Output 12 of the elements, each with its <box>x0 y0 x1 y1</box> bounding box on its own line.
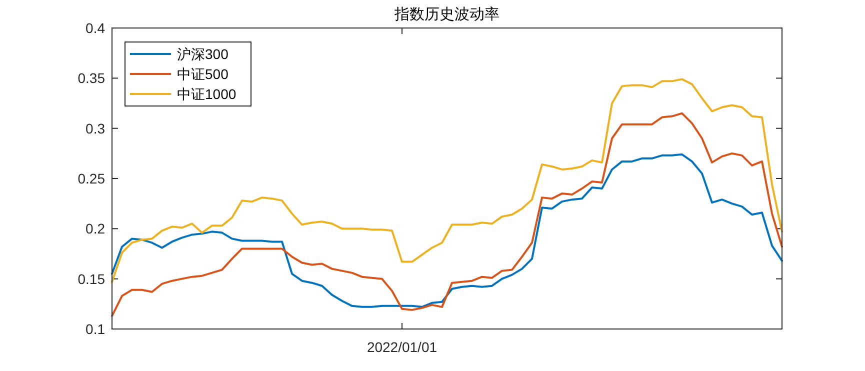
y-tick-label: 0.2 <box>86 220 106 237</box>
y-tick-label: 0.15 <box>78 270 106 287</box>
legend-label: 沪深300 <box>177 46 229 62</box>
y-tick-label: 0.4 <box>86 20 106 36</box>
legend-label: 中证1000 <box>177 86 236 102</box>
y-tick-label: 0.35 <box>78 70 106 86</box>
y-tick-label: 0.3 <box>86 120 106 136</box>
y-tick-label: 0.1 <box>86 321 106 337</box>
chart-title: 指数历史波动率 <box>394 6 500 23</box>
x-tick-label: 2022/01/01 <box>366 339 438 355</box>
legend-label: 中证500 <box>177 66 229 82</box>
y-tick-label: 0.25 <box>78 170 106 186</box>
